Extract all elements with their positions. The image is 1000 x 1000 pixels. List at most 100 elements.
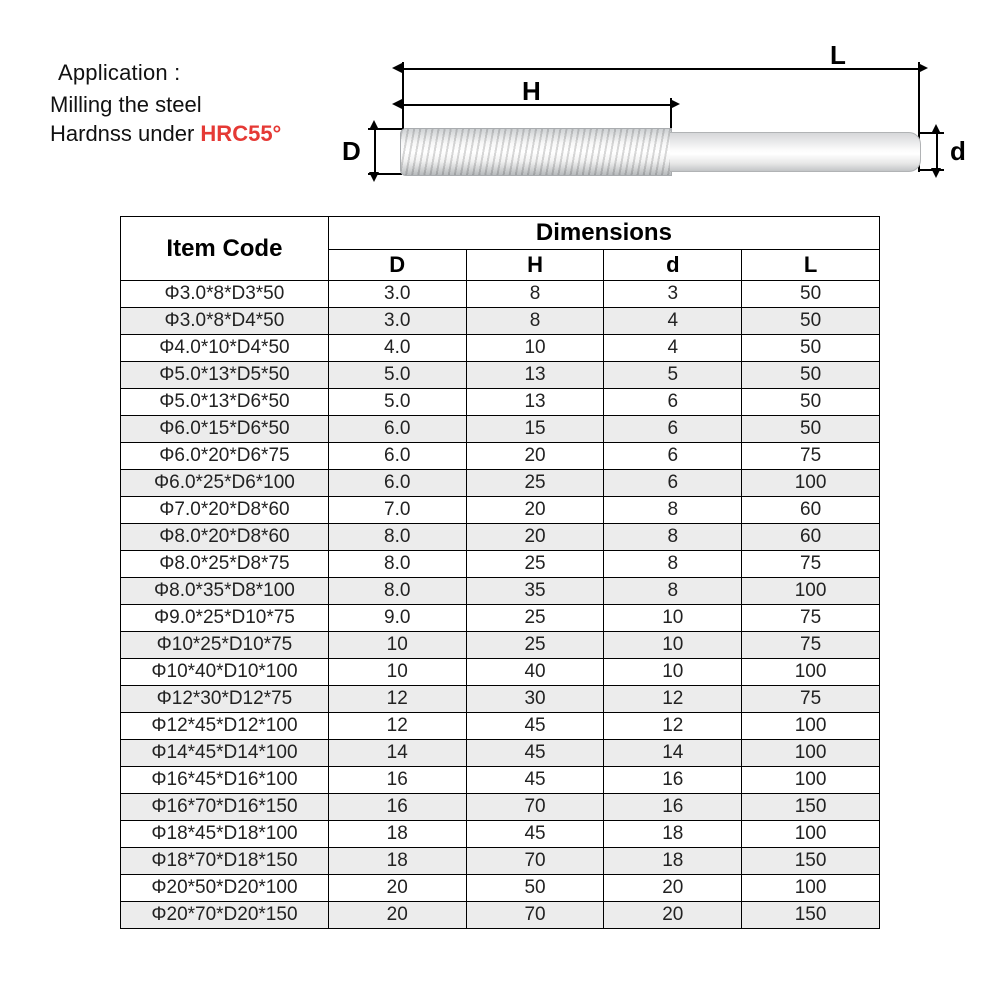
- item-code-cell: Φ6.0*15*D6*50: [121, 416, 329, 443]
- item-code-cell: Φ6.0*20*D6*75: [121, 443, 329, 470]
- dim-H-cell: 13: [466, 362, 604, 389]
- dim-H-cell: 13: [466, 389, 604, 416]
- dim-d-cell: 8: [604, 524, 742, 551]
- dim-L-cell: 100: [742, 578, 880, 605]
- dim-H-cell: 30: [466, 686, 604, 713]
- dim-H-cell: 20: [466, 497, 604, 524]
- dimensions-header: Dimensions: [328, 217, 879, 250]
- dim-H-cell: 8: [466, 308, 604, 335]
- item-code-cell: Φ6.0*25*D6*100: [121, 470, 329, 497]
- dim-H-cell: 45: [466, 713, 604, 740]
- tool-illustration: [400, 128, 920, 174]
- dim-D-cell: 4.0: [328, 335, 466, 362]
- table-row: Φ16*45*D16*100164516100: [121, 767, 880, 794]
- dim-D-cell: 20: [328, 902, 466, 929]
- dim-d-cell: 6: [604, 443, 742, 470]
- table-row: Φ6.0*25*D6*1006.0256100: [121, 470, 880, 497]
- dim-d-cell: 10: [604, 605, 742, 632]
- dim-D-cell: 10: [328, 659, 466, 686]
- dim-D-cell: 14: [328, 740, 466, 767]
- dim-L-cell: 150: [742, 794, 880, 821]
- dim-H-cell: 25: [466, 470, 604, 497]
- item-code-cell: Φ8.0*25*D8*75: [121, 551, 329, 578]
- table-row: Φ16*70*D16*150167016150: [121, 794, 880, 821]
- table-row: Φ12*45*D12*100124512100: [121, 713, 880, 740]
- item-code-cell: Φ7.0*20*D8*60: [121, 497, 329, 524]
- dim-d-cell: 16: [604, 767, 742, 794]
- dim-H-cell: 15: [466, 416, 604, 443]
- col-D-header: D: [328, 250, 466, 281]
- dim-d-cell: 8: [604, 497, 742, 524]
- dim-H-cell: 70: [466, 848, 604, 875]
- dim-d-cell: 3: [604, 281, 742, 308]
- dim-d-cell: 6: [604, 470, 742, 497]
- dim-L-cell: 150: [742, 902, 880, 929]
- table-row: Φ12*30*D12*7512301275: [121, 686, 880, 713]
- dim-d-label: d: [950, 136, 966, 167]
- dim-H-cell: 8: [466, 281, 604, 308]
- table-row: Φ20*50*D20*100205020100: [121, 875, 880, 902]
- col-d-header: d: [604, 250, 742, 281]
- dim-L-cell: 60: [742, 524, 880, 551]
- dim-L-cell: 75: [742, 632, 880, 659]
- dim-d-cell: 10: [604, 632, 742, 659]
- item-code-cell: Φ3.0*8*D4*50: [121, 308, 329, 335]
- dim-L-cell: 50: [742, 416, 880, 443]
- hardness-value: HRC55°: [200, 121, 281, 146]
- application-line-2: Hardnss under HRC55°: [50, 119, 320, 149]
- table-row: Φ18*70*D18*150187018150: [121, 848, 880, 875]
- dim-D-cell: 3.0: [328, 308, 466, 335]
- dim-D-cell: 7.0: [328, 497, 466, 524]
- dim-H-cell: 20: [466, 443, 604, 470]
- dim-H-cell: 40: [466, 659, 604, 686]
- dim-H-cell: 70: [466, 902, 604, 929]
- item-code-cell: Φ10*25*D10*75: [121, 632, 329, 659]
- dim-D-cell: 8.0: [328, 578, 466, 605]
- dim-D-cell: 16: [328, 794, 466, 821]
- dim-L-cell: 100: [742, 713, 880, 740]
- dim-H-cell: 45: [466, 821, 604, 848]
- table-row: Φ10*40*D10*100104010100: [121, 659, 880, 686]
- table-row: Φ8.0*20*D8*608.020860: [121, 524, 880, 551]
- dim-L-label: L: [830, 40, 846, 71]
- dim-D-cell: 16: [328, 767, 466, 794]
- item-code-cell: Φ8.0*35*D8*100: [121, 578, 329, 605]
- dim-d-cell: 8: [604, 551, 742, 578]
- item-code-cell: Φ12*30*D12*75: [121, 686, 329, 713]
- dim-H-cell: 35: [466, 578, 604, 605]
- item-code-cell: Φ16*45*D16*100: [121, 767, 329, 794]
- table-row: Φ5.0*13*D5*505.013550: [121, 362, 880, 389]
- tool-diagram: L H D d: [340, 58, 950, 198]
- dim-D-label: D: [342, 136, 361, 167]
- dim-d-cell: 6: [604, 416, 742, 443]
- item-code-cell: Φ5.0*13*D5*50: [121, 362, 329, 389]
- dim-L-cell: 50: [742, 389, 880, 416]
- table-row: Φ20*70*D20*150207020150: [121, 902, 880, 929]
- item-code-cell: Φ9.0*25*D10*75: [121, 605, 329, 632]
- dim-H-cell: 25: [466, 605, 604, 632]
- dim-d-cell: 8: [604, 578, 742, 605]
- dim-L-cell: 50: [742, 335, 880, 362]
- dim-D-cell: 18: [328, 821, 466, 848]
- dim-d-cell: 20: [604, 875, 742, 902]
- table-row: Φ6.0*20*D6*756.020675: [121, 443, 880, 470]
- item-code-cell: Φ20*50*D20*100: [121, 875, 329, 902]
- dim-H-cell: 70: [466, 794, 604, 821]
- item-code-header: Item Code: [121, 217, 329, 281]
- dim-D-cell: 8.0: [328, 524, 466, 551]
- dim-L-cell: 75: [742, 686, 880, 713]
- application-text: Application : Milling the steel Hardnss …: [50, 58, 320, 149]
- dim-d-cell: 12: [604, 713, 742, 740]
- table-row: Φ18*45*D18*100184518100: [121, 821, 880, 848]
- dim-D-cell: 10: [328, 632, 466, 659]
- dim-d-cell: 5: [604, 362, 742, 389]
- tool-shank: [670, 132, 921, 172]
- dim-L-cell: 75: [742, 443, 880, 470]
- table-row: Φ3.0*8*D3*503.08350: [121, 281, 880, 308]
- table-row: Φ14*45*D14*100144514100: [121, 740, 880, 767]
- item-code-cell: Φ4.0*10*D4*50: [121, 335, 329, 362]
- item-code-cell: Φ18*45*D18*100: [121, 821, 329, 848]
- col-H-header: H: [466, 250, 604, 281]
- dim-D-cell: 6.0: [328, 470, 466, 497]
- table-row: Φ8.0*35*D8*1008.0358100: [121, 578, 880, 605]
